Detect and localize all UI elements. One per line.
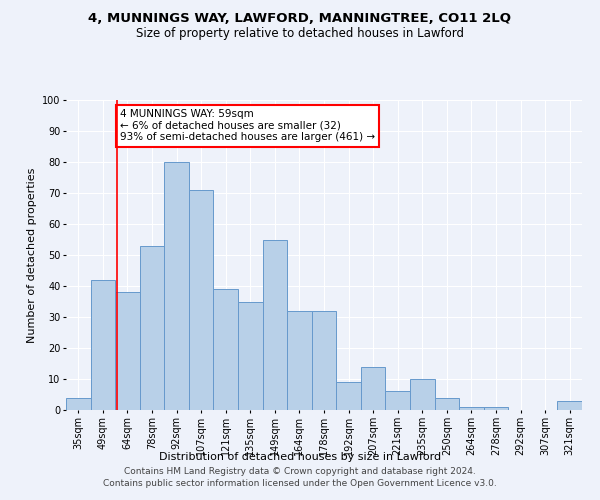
Bar	[434, 398, 459, 410]
Text: 4 MUNNINGS WAY: 59sqm
← 6% of detached houses are smaller (32)
93% of semi-detac: 4 MUNNINGS WAY: 59sqm ← 6% of detached h…	[120, 110, 375, 142]
Bar	[361, 366, 385, 410]
Bar	[115, 292, 140, 410]
Bar	[91, 280, 115, 410]
Bar	[484, 407, 508, 410]
Bar	[557, 400, 582, 410]
Bar	[140, 246, 164, 410]
Bar	[214, 289, 238, 410]
Bar	[410, 379, 434, 410]
Bar	[336, 382, 361, 410]
Bar	[385, 392, 410, 410]
Text: Size of property relative to detached houses in Lawford: Size of property relative to detached ho…	[136, 28, 464, 40]
Bar	[164, 162, 189, 410]
Text: Contains HM Land Registry data © Crown copyright and database right 2024.
Contai: Contains HM Land Registry data © Crown c…	[103, 466, 497, 487]
Bar	[312, 311, 336, 410]
Bar	[189, 190, 214, 410]
Bar	[238, 302, 263, 410]
Bar	[287, 311, 312, 410]
Text: 4, MUNNINGS WAY, LAWFORD, MANNINGTREE, CO11 2LQ: 4, MUNNINGS WAY, LAWFORD, MANNINGTREE, C…	[89, 12, 511, 26]
Bar	[459, 407, 484, 410]
Text: Distribution of detached houses by size in Lawford: Distribution of detached houses by size …	[159, 452, 441, 462]
Y-axis label: Number of detached properties: Number of detached properties	[26, 168, 37, 342]
Bar	[66, 398, 91, 410]
Bar	[263, 240, 287, 410]
